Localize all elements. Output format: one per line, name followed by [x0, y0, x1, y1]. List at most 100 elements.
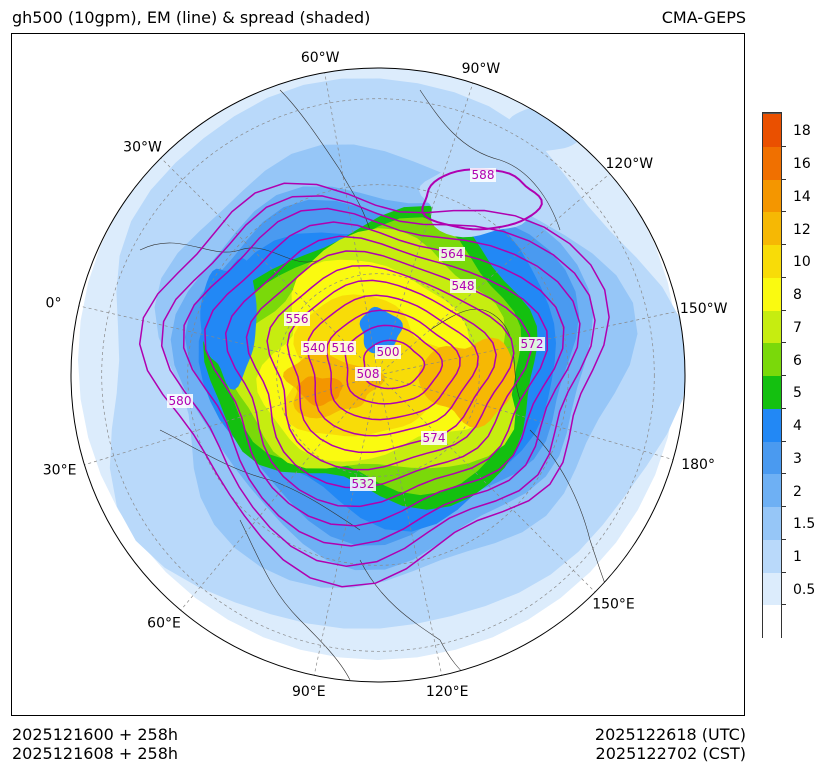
colorbar-tick-label: 2 — [793, 483, 802, 500]
svg-text:574: 574 — [423, 431, 446, 445]
colorbar-segment — [763, 407, 781, 442]
colorbar-tickmark — [781, 178, 786, 180]
longitude-label: 180° — [681, 457, 715, 473]
colorbar-tickmark — [781, 145, 786, 147]
colorbar-tick-label: 16 — [793, 156, 811, 173]
contour-label: 548 — [450, 279, 476, 293]
colorbar-tick-label: 6 — [793, 352, 802, 369]
colorbar-segment — [763, 440, 781, 475]
colorbar-segment — [763, 342, 781, 377]
colorbar-tickmark — [781, 506, 786, 507]
graticule — [78, 72, 679, 676]
colorbar-segment — [763, 538, 781, 573]
height-contour-2 — [325, 309, 461, 421]
colorbar-segment — [763, 244, 781, 278]
svg-text:556: 556 — [286, 312, 309, 326]
colorbar-tickmark — [781, 538, 786, 540]
svg-text:572: 572 — [521, 337, 544, 351]
colorbar-tickmark — [781, 244, 786, 245]
height-contour-0 — [363, 339, 426, 390]
longitude-label: 90°W — [462, 61, 501, 77]
colorbar-segment — [763, 506, 781, 540]
coastline-1 — [159, 429, 361, 531]
height-contour-5 — [266, 264, 515, 471]
valid-utc: 2025122618 (UTC) — [594, 725, 746, 744]
colorbar-tick-label: 3 — [793, 450, 802, 467]
map-frame — [11, 33, 745, 716]
globe-boundary — [70, 67, 686, 683]
chart-title: gh500 (10gpm), EM (line) & spread (shade… — [12, 8, 371, 27]
contour-label: 540 — [301, 341, 327, 355]
colorbar-tickmark — [781, 440, 786, 442]
svg-text:508: 508 — [357, 367, 380, 381]
latitude-circle-0 — [276, 273, 480, 477]
spread-region-extra-a — [418, 163, 549, 238]
height-contour-7 — [224, 235, 549, 508]
coastline-6 — [429, 308, 521, 401]
svg-text:564: 564 — [441, 247, 464, 261]
colorbar-tick-label: 1 — [793, 549, 802, 566]
colorbar-tick-label: 1.5 — [793, 516, 816, 533]
height-contour-10 — [160, 195, 596, 568]
coastline-0 — [139, 242, 321, 263]
spread-shading — [78, 68, 685, 660]
init-cst: 2025121608 + 258h — [12, 744, 179, 763]
colorbar-tick-label: 10 — [793, 254, 811, 271]
height-contour-11 — [138, 182, 610, 588]
height-contour-588 — [421, 168, 543, 231]
coastline-7 — [239, 519, 351, 681]
colorbar-tick-label: 7 — [793, 319, 802, 336]
contour-label: 500 — [375, 345, 401, 359]
colorbar-tick-label: 0.5 — [793, 581, 816, 598]
longitude-label: 150°E — [592, 596, 635, 612]
svg-text:548: 548 — [452, 279, 475, 293]
svg-text:540: 540 — [303, 341, 326, 355]
contour-label: 532 — [350, 477, 376, 491]
coastlines — [139, 89, 621, 681]
contour-label: 508 — [355, 367, 381, 381]
valid-cst: 2025122702 (CST) — [595, 744, 746, 763]
contour-label: 580 — [167, 394, 193, 408]
model-name: CMA-GEPS — [661, 8, 746, 27]
longitude-label: 30°W — [123, 140, 162, 156]
latitude-circle-1 — [187, 184, 569, 566]
longitude-labels: 60°W 90°W 120°W 150°W 180° 150°E 120°E 90°E 60°E… — [43, 50, 728, 700]
longitude-label: 120°E — [426, 684, 469, 700]
longitude-label: 60°E — [147, 615, 181, 631]
svg-text:500: 500 — [377, 345, 400, 359]
contour-label: 564 — [439, 247, 465, 261]
longitude-label: 150°W — [680, 301, 728, 317]
svg-text:588: 588 — [472, 168, 495, 182]
longitude-label: 60°W — [301, 50, 340, 66]
longitude-label: 90°E — [292, 684, 326, 700]
longitude-label: 0° — [46, 295, 62, 311]
colorbar-tick-label: 8 — [793, 287, 802, 304]
colorbar-tickmark — [781, 604, 786, 606]
height-contour-9 — [182, 207, 581, 547]
coastline-4 — [279, 89, 371, 231]
colorbar-segment — [763, 178, 781, 213]
contour-label: 588 — [470, 168, 496, 182]
longitude-label: 120°W — [606, 156, 654, 172]
colorbar-segment — [763, 604, 781, 639]
colorbar-tickmark — [781, 473, 786, 475]
colorbar — [762, 112, 782, 639]
colorbar-tick-label: 14 — [793, 188, 811, 205]
colorbar-tickmark — [781, 407, 786, 409]
colorbar-segment — [763, 276, 781, 311]
colorbar-tick-label: 18 — [793, 123, 811, 140]
contour-label: 516 — [330, 341, 356, 355]
coastline-2 — [359, 559, 471, 681]
valid-time: 2025122618 (UTC) 2025122702 (CST) — [595, 725, 746, 763]
height-contour-1 — [344, 324, 444, 405]
longitude-label: 30°E — [43, 462, 77, 478]
colorbar-segment — [763, 145, 781, 180]
colorbar-segment — [763, 113, 781, 147]
height-contour-3 — [306, 294, 479, 437]
init-time: 2025121600 + 258h 2025121608 + 258h — [12, 725, 178, 763]
height-contour-6 — [245, 250, 532, 489]
spread-region-extra-d — [359, 306, 403, 354]
colorbar-tickmark — [781, 211, 786, 213]
contour-label: 572 — [519, 337, 545, 351]
